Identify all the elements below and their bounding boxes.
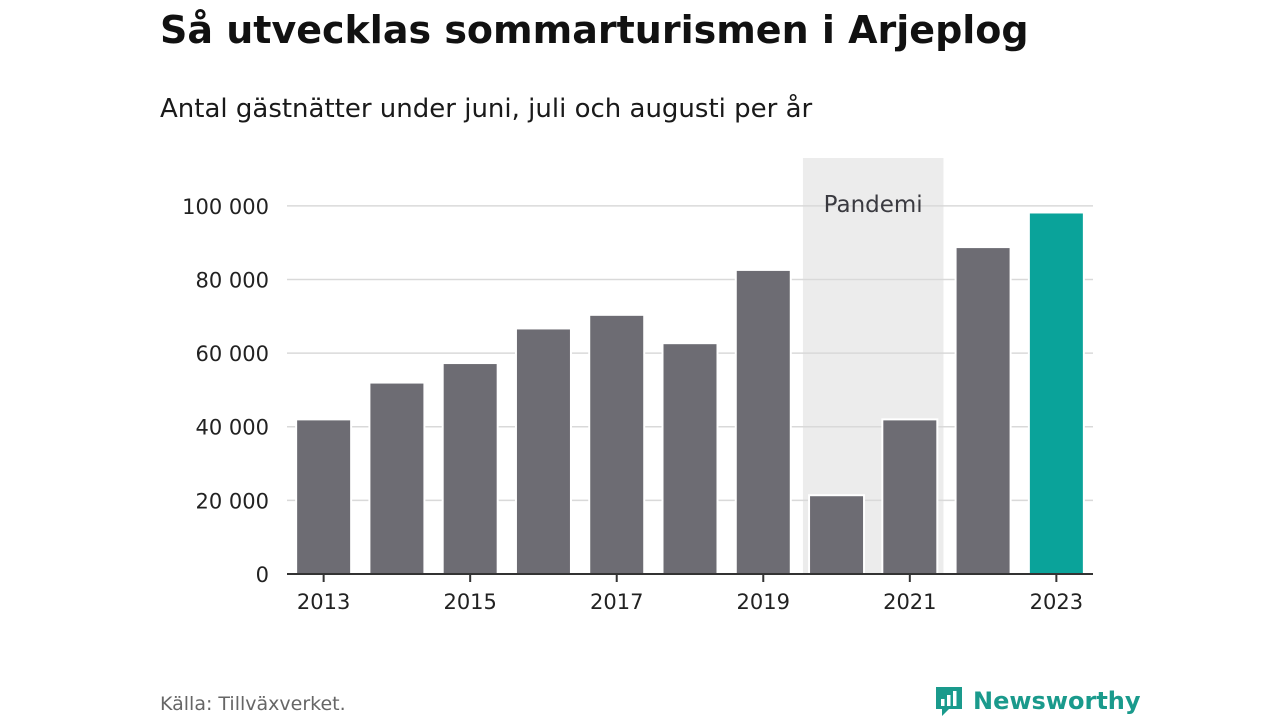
y-tick-label: 100 000 [182,195,269,219]
x-tick-label: 2021 [883,590,936,614]
brand-logo: Newsworthy [933,683,1141,719]
source-note: Källa: Tillväxverket. [160,693,346,715]
bar-2020 [808,494,866,576]
y-tick-label: 60 000 [196,342,269,366]
chart-title: Så utvecklas sommarturismen i Arjeplog [160,8,1029,52]
x-tick-label: 2019 [737,590,790,614]
bar-2019 [734,268,792,575]
bar-2022 [954,246,1012,575]
y-tick-label: 0 [256,563,269,587]
bar-2017 [588,313,646,575]
x-tick-label: 2013 [297,590,350,614]
pandemic-label: Pandemi [824,192,923,218]
y-tick-label: 40 000 [196,416,269,440]
bar-2015 [441,362,499,575]
bar-2021 [881,418,939,575]
y-tick-label: 20 000 [196,489,269,513]
y-tick-label: 80 000 [196,268,269,292]
bar-2014 [368,381,426,575]
brand-name: Newsworthy [973,687,1141,715]
x-tick-label: 2017 [590,590,643,614]
x-tick-label: 2015 [443,590,496,614]
bar-2018 [661,342,719,576]
newsworthy-chart-bubble-icon [936,687,962,716]
bar-2016 [514,327,572,575]
chart-subtitle: Antal gästnätter under juni, juli och au… [160,94,813,124]
bar-chart: 0 20 000 40 000 60 000 80 000 100 000 Pandemi 2… [182,158,1093,614]
bar-2023 [1027,211,1085,575]
x-tick-label: 2023 [1030,590,1083,614]
bar-2013 [295,418,353,575]
